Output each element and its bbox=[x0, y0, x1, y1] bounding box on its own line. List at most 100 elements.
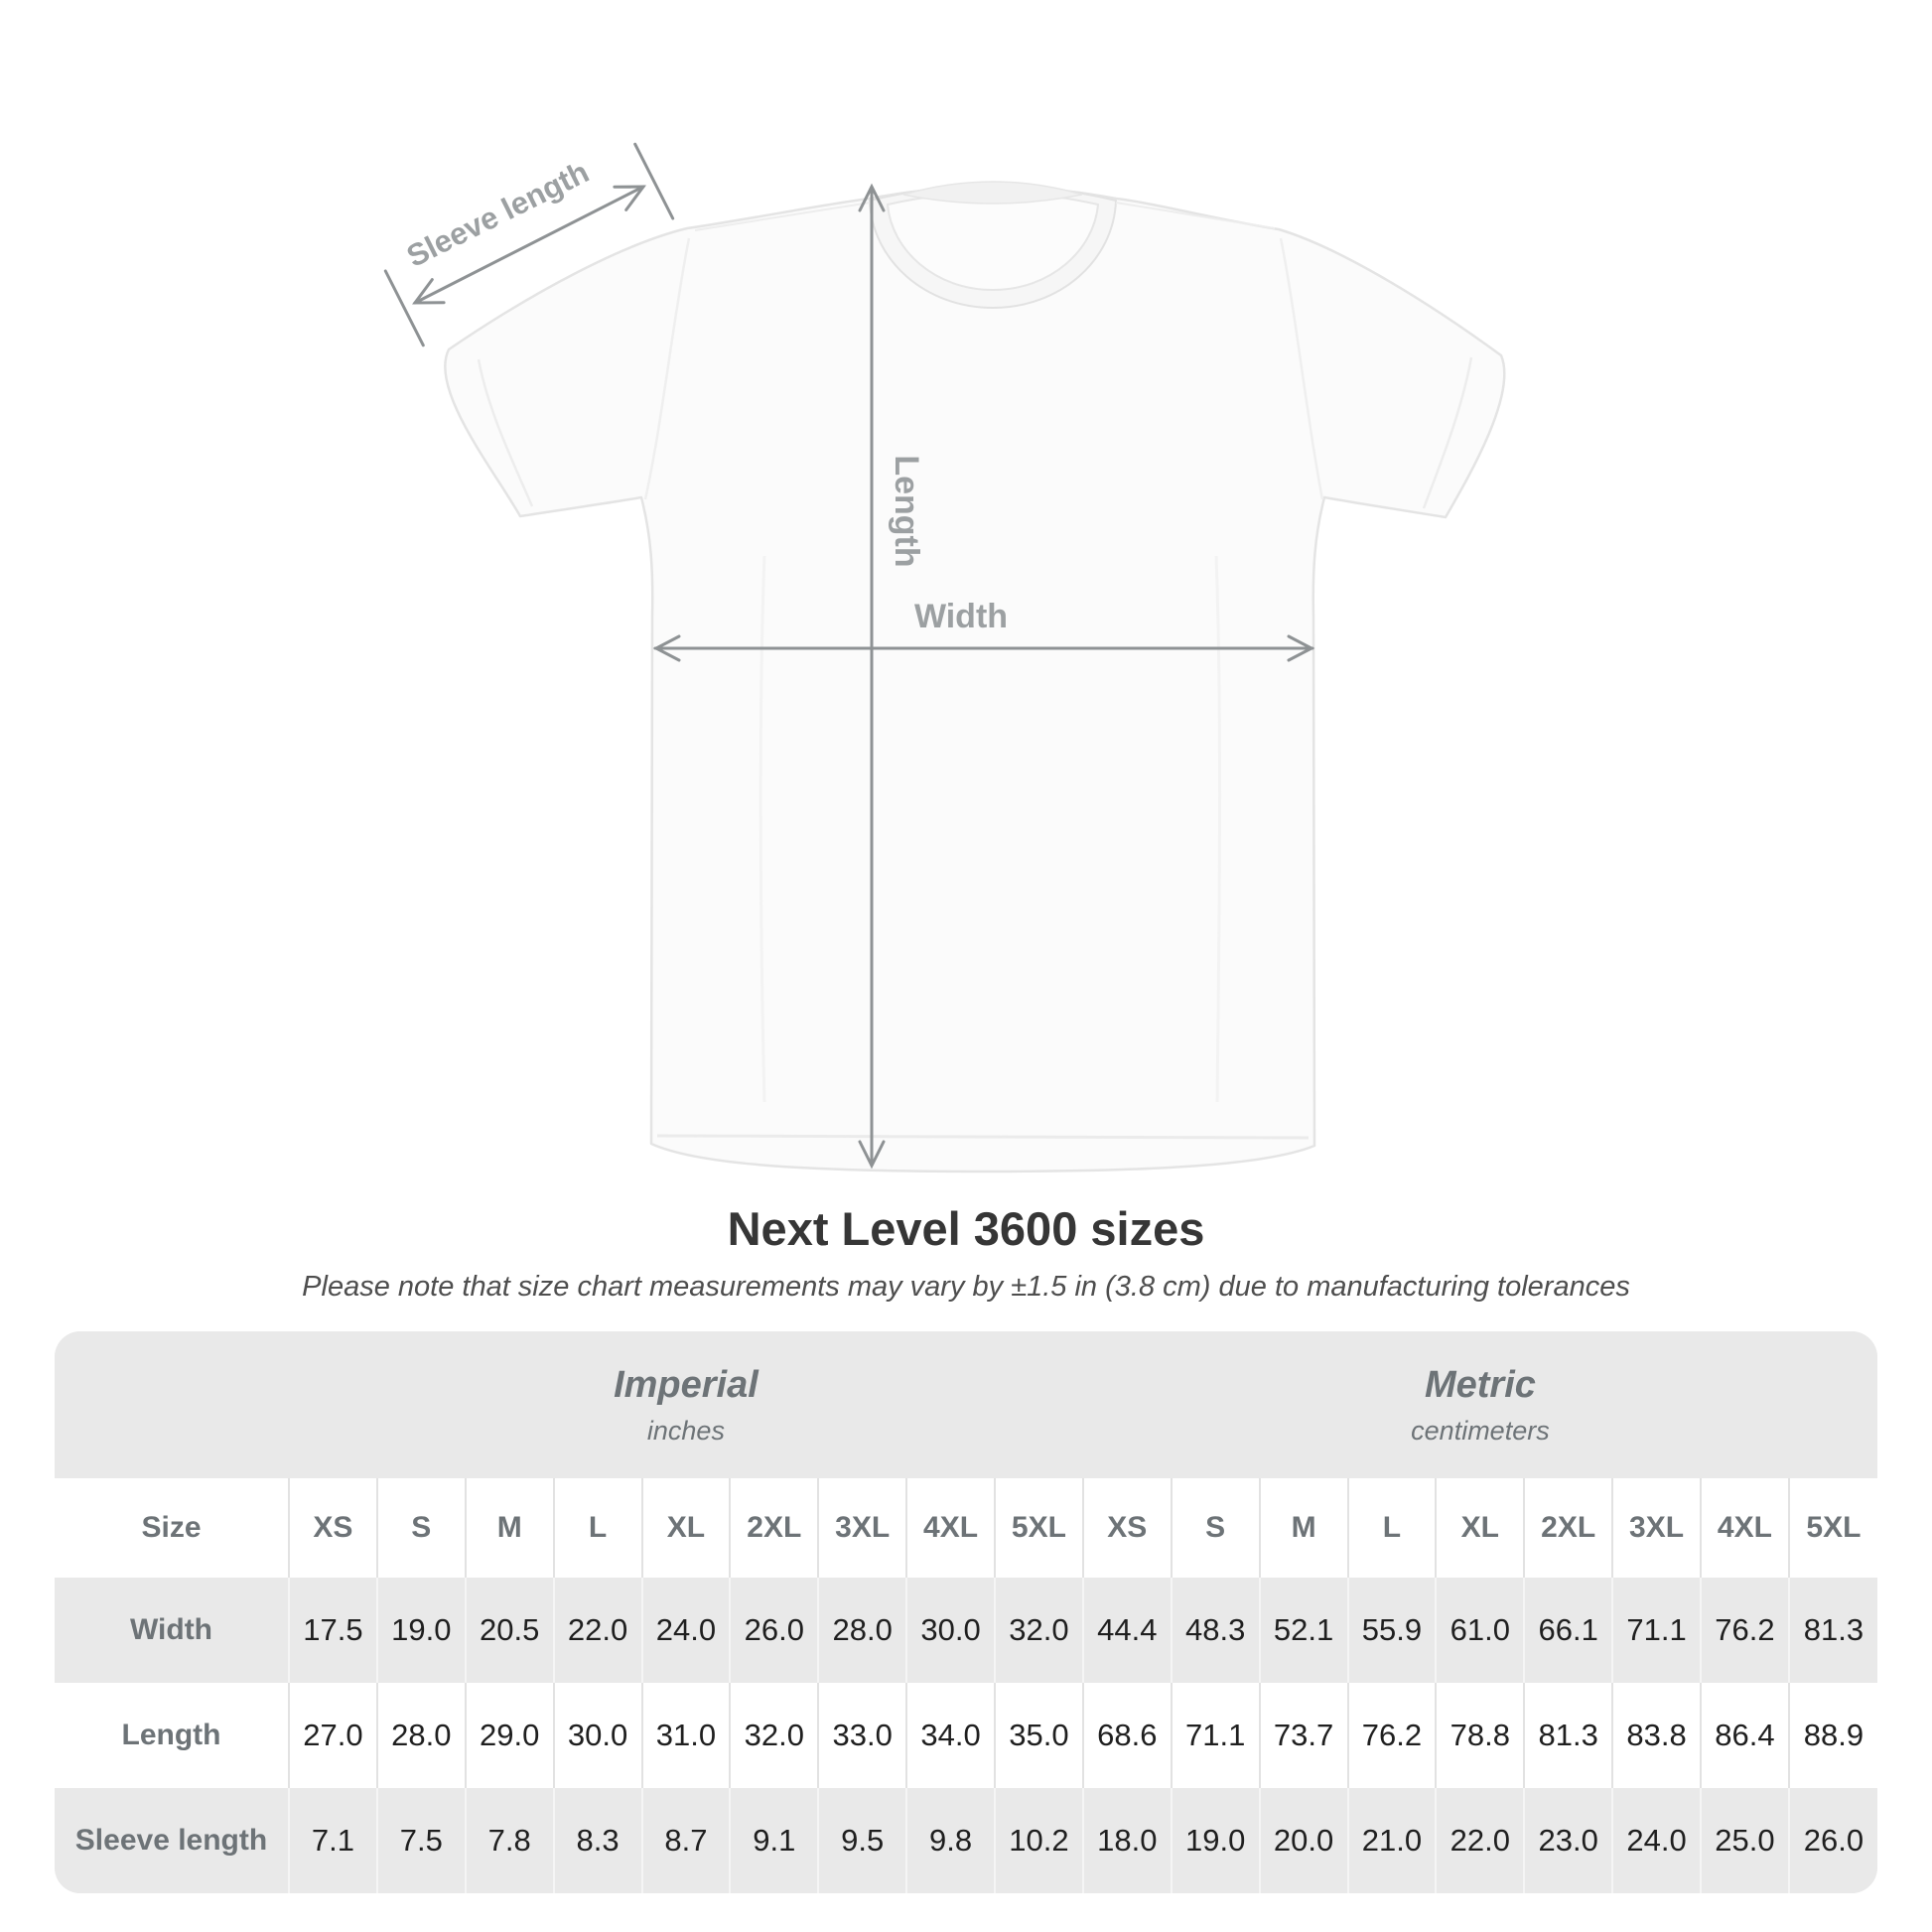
tshirt-diagram-svg: Sleeve length Length Width bbox=[383, 142, 1506, 1173]
table-cell: 52.1 bbox=[1258, 1578, 1348, 1683]
table-cell: 61.0 bbox=[1435, 1578, 1525, 1683]
table-cell: 22.0 bbox=[1435, 1788, 1525, 1893]
table-cell: 26.0 bbox=[729, 1578, 819, 1683]
size-header-imperial: 3XL bbox=[817, 1478, 907, 1578]
table-cell: 31.0 bbox=[640, 1683, 731, 1788]
hem-stitch bbox=[656, 1134, 1310, 1140]
table-cell: 9.1 bbox=[729, 1788, 819, 1893]
table-cell: 19.0 bbox=[1170, 1788, 1260, 1893]
size-header-metric: XL bbox=[1435, 1478, 1525, 1578]
back-collar bbox=[902, 181, 1083, 205]
unit-header-row: Imperial inches Metric centimeters bbox=[55, 1331, 1877, 1478]
table-cell: 81.3 bbox=[1787, 1578, 1877, 1683]
table-cell: 55.9 bbox=[1346, 1578, 1437, 1683]
size-chart-table: Imperial inches Metric centimeters Size … bbox=[55, 1331, 1877, 1893]
table-cell: 9.5 bbox=[817, 1788, 907, 1893]
table-cell: 25.0 bbox=[1700, 1788, 1789, 1893]
size-header-imperial: XL bbox=[640, 1478, 731, 1578]
table-cell: 24.0 bbox=[1611, 1788, 1701, 1893]
table-cell: 18.0 bbox=[1081, 1788, 1172, 1893]
size-header-imperial: 4XL bbox=[905, 1478, 995, 1578]
table-cell: 7.5 bbox=[375, 1788, 466, 1893]
table-cell: 21.0 bbox=[1346, 1788, 1437, 1893]
tshirt-graphic bbox=[444, 185, 1506, 1173]
table-cell: 28.0 bbox=[375, 1683, 466, 1788]
table-cell: 86.4 bbox=[1700, 1683, 1789, 1788]
table-cell: 10.2 bbox=[994, 1788, 1083, 1893]
left-cuff-seam bbox=[477, 358, 534, 507]
table-cell: 24.0 bbox=[640, 1578, 731, 1683]
size-column-header: Size bbox=[141, 1511, 202, 1544]
size-header-metric: 4XL bbox=[1700, 1478, 1789, 1578]
size-header-metric: L bbox=[1346, 1478, 1437, 1578]
table-cell: 35.0 bbox=[994, 1683, 1083, 1788]
metric-label: Metric bbox=[1424, 1364, 1536, 1406]
size-header-imperial: 2XL bbox=[729, 1478, 819, 1578]
imperial-label: Imperial bbox=[614, 1364, 759, 1406]
size-header-imperial: L bbox=[552, 1478, 642, 1578]
table-cell: 73.7 bbox=[1258, 1683, 1348, 1788]
size-header-metric: XS bbox=[1081, 1478, 1172, 1578]
page-title: Next Level 3600 sizes bbox=[727, 1202, 1205, 1255]
table-cell: 30.0 bbox=[905, 1578, 995, 1683]
table-cell: 8.3 bbox=[552, 1788, 642, 1893]
size-header-metric: 3XL bbox=[1611, 1478, 1701, 1578]
table-cell: 30.0 bbox=[552, 1683, 642, 1788]
table-cell: 32.0 bbox=[994, 1578, 1083, 1683]
width-label: Width bbox=[914, 598, 1008, 635]
unit-header-spacer bbox=[55, 1331, 289, 1478]
measurement-row-label: Width bbox=[129, 1613, 213, 1646]
imperial-unit-label: inches bbox=[646, 1416, 725, 1446]
table-cell: 83.8 bbox=[1611, 1683, 1701, 1788]
left-shoulder-seam bbox=[694, 202, 871, 231]
right-shoulder-seam bbox=[1115, 202, 1276, 229]
tshirt-measurement-diagram: Sleeve length Length Width bbox=[383, 142, 1506, 1173]
width-arrow bbox=[652, 634, 1315, 662]
table-cell: 20.5 bbox=[464, 1578, 554, 1683]
size-header-metric: S bbox=[1170, 1478, 1260, 1578]
size-header-imperial: S bbox=[375, 1478, 466, 1578]
size-header-metric: 5XL bbox=[1787, 1478, 1877, 1578]
size-header-imperial: XS bbox=[288, 1478, 377, 1578]
table-cell: 66.1 bbox=[1523, 1578, 1613, 1683]
table-cell: 29.0 bbox=[464, 1683, 554, 1788]
left-armhole-seam bbox=[643, 237, 691, 500]
table-cell: 32.0 bbox=[729, 1683, 819, 1788]
table-cell: 20.0 bbox=[1258, 1788, 1348, 1893]
table-cell: 78.8 bbox=[1435, 1683, 1525, 1788]
measurement-row-label: Sleeve length bbox=[74, 1824, 268, 1857]
size-header-imperial: 5XL bbox=[994, 1478, 1083, 1578]
table-cell: 71.1 bbox=[1611, 1578, 1701, 1683]
table-cell: 19.0 bbox=[375, 1578, 466, 1683]
measurement-row-label: Length bbox=[121, 1719, 221, 1751]
table-cell: 48.3 bbox=[1170, 1578, 1260, 1683]
table-cell: 44.4 bbox=[1081, 1578, 1172, 1683]
metric-unit-label: centimeters bbox=[1411, 1416, 1550, 1446]
length-label: Length bbox=[888, 455, 925, 567]
table-row-length: Length 27.0 28.0 29.0 30.0 31.0 32.0 33.… bbox=[55, 1683, 1877, 1788]
table-cell: 9.8 bbox=[905, 1788, 995, 1893]
table-cell: 68.6 bbox=[1081, 1683, 1172, 1788]
table-cell: 76.2 bbox=[1346, 1683, 1437, 1788]
table-cell: 88.9 bbox=[1787, 1683, 1877, 1788]
right-cuff-seam bbox=[1422, 356, 1473, 509]
table-cell: 71.1 bbox=[1170, 1683, 1260, 1788]
table-cell: 23.0 bbox=[1523, 1788, 1613, 1893]
tolerance-note: Please note that size chart measurements… bbox=[302, 1271, 1630, 1303]
table-cell: 17.5 bbox=[288, 1578, 377, 1683]
body-fold-left bbox=[759, 555, 766, 1103]
table-cell: 8.7 bbox=[640, 1788, 731, 1893]
unit-header-metric: Metric centimeters bbox=[1082, 1331, 1877, 1478]
size-header-metric: M bbox=[1258, 1478, 1348, 1578]
sleeve-length-arrow bbox=[383, 142, 675, 347]
length-arrow bbox=[858, 183, 886, 1170]
table-row-sleeve-length: Sleeve length 7.1 7.5 7.8 8.3 8.7 9.1 9.… bbox=[55, 1788, 1877, 1893]
table-row-width: Width 17.5 19.0 20.5 22.0 24.0 26.0 28.0… bbox=[55, 1578, 1877, 1683]
size-header-row: Size XS S M L XL 2XL 3XL 4XL 5XL XS S M … bbox=[55, 1478, 1877, 1578]
size-header-imperial: M bbox=[464, 1478, 554, 1578]
right-armhole-seam bbox=[1279, 237, 1324, 500]
table-cell: 33.0 bbox=[817, 1683, 907, 1788]
size-header-metric: 2XL bbox=[1523, 1478, 1613, 1578]
table-cell: 26.0 bbox=[1787, 1788, 1877, 1893]
table-cell: 7.8 bbox=[464, 1788, 554, 1893]
